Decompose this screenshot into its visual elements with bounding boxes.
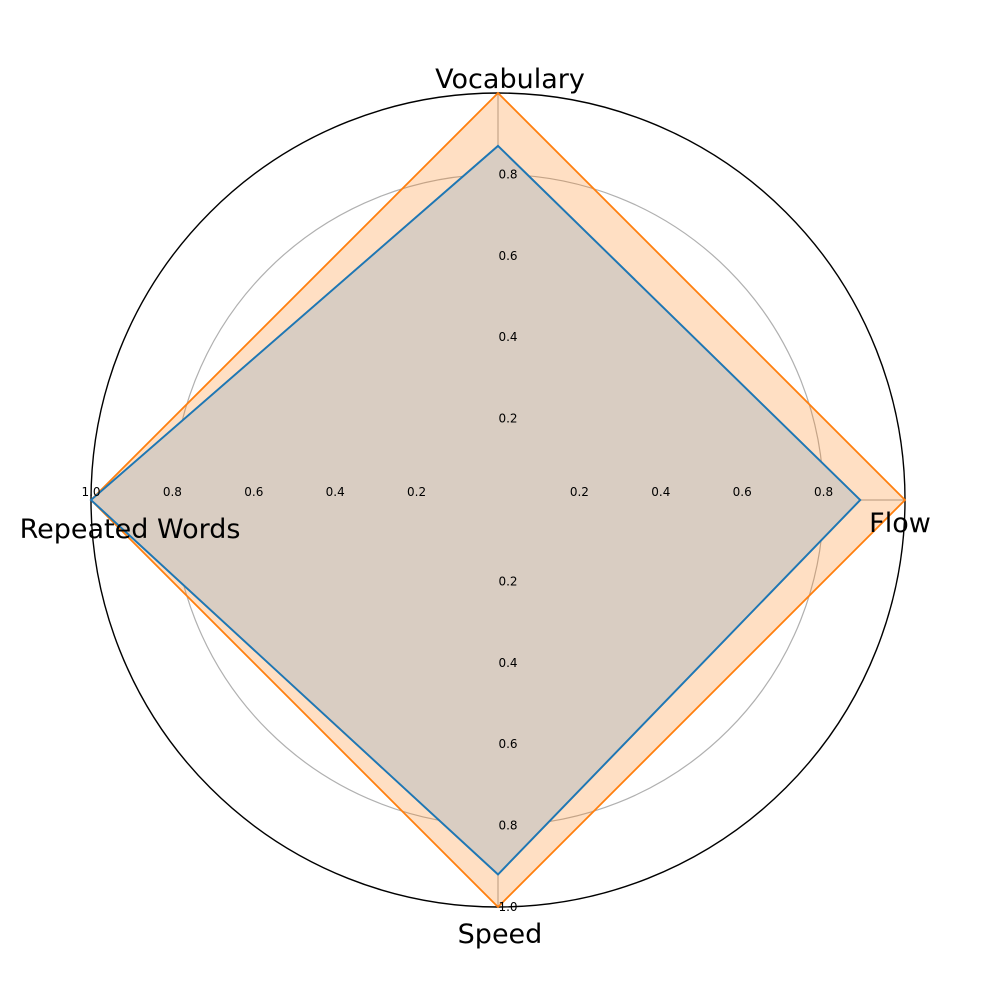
tick-label: 0.4: [326, 485, 345, 499]
tick-label: 0.2: [498, 412, 517, 426]
series-outline-0: [89, 144, 862, 876]
tick-label: 1.0: [81, 485, 100, 499]
tick-label: 0.4: [498, 330, 517, 344]
series-layer: [89, 91, 907, 909]
axis-label-layer: Vocabulary Flow Speed Repeated Words: [20, 64, 931, 950]
tick-label: 0.2: [407, 485, 426, 499]
axis-label-speed: Speed: [458, 919, 543, 950]
tick-label: 0.6: [733, 485, 752, 499]
axis-label-flow: Flow: [869, 508, 931, 539]
series-overlap-fill: [91, 145, 861, 875]
tick-label-layer: 0.2 0.4 0.6 0.8 0.2 0.4 0.6 0.8 0.2 0.4 0.6 0.8 1.0 0…: [81, 167, 833, 914]
tick-label: 0.4: [651, 485, 670, 499]
tick-label: 0.2: [498, 574, 517, 588]
tick-label: 0.2: [570, 485, 589, 499]
tick-label: 1.0: [498, 900, 517, 914]
series-polygon-0: [89, 144, 862, 876]
tick-label: 0.8: [498, 167, 517, 181]
tick-label: 0.6: [498, 249, 517, 263]
tick-label: 0.6: [244, 485, 263, 499]
tick-label: 0.8: [498, 819, 517, 833]
tick-label: 0.8: [163, 485, 182, 499]
axis-label-repeated-words: Repeated Words: [20, 514, 241, 545]
tick-label: 0.4: [498, 656, 517, 670]
tick-label: 0.8: [814, 485, 833, 499]
axis-label-vocabulary: Vocabulary: [435, 64, 585, 95]
tick-label: 0.6: [498, 737, 517, 751]
